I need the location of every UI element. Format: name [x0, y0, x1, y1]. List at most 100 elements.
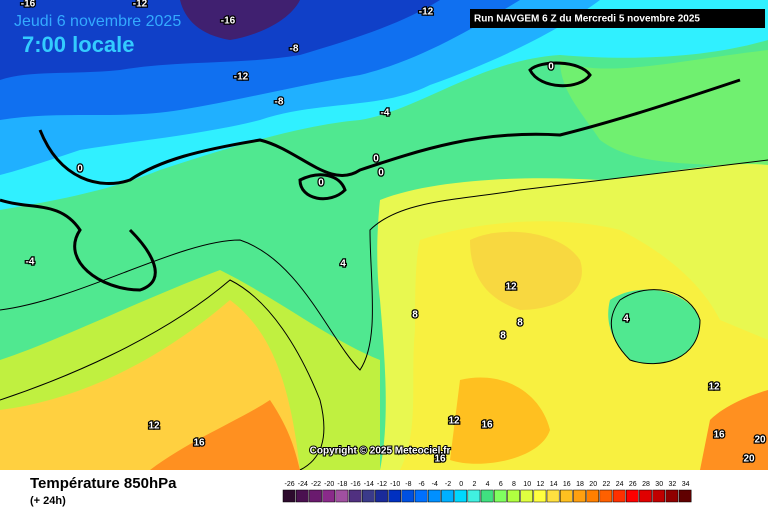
contour-label: 16: [713, 430, 725, 441]
contour-label: 8: [412, 310, 418, 321]
contour-line: [0, 159, 768, 371]
zone: [150, 400, 300, 470]
footer-title: Température 850hPa: [30, 475, 177, 492]
legend-tick: -6: [418, 481, 424, 488]
contour-label: 16: [434, 454, 446, 465]
legend-tick: -24: [298, 481, 308, 488]
legend-swatch: [441, 489, 454, 503]
legend-swatch: [335, 489, 349, 503]
zone: [0, 0, 440, 80]
contour-line: [0, 279, 325, 471]
contour-line: [298, 173, 347, 201]
legend-swatch: [652, 489, 666, 503]
legend-swatch: [467, 489, 481, 503]
contour-label: 0: [373, 154, 379, 165]
zone: [560, 50, 768, 170]
legend-swatch: [295, 489, 309, 503]
legend-swatch: [678, 489, 692, 503]
zone: [470, 231, 582, 310]
legend-swatch: [586, 489, 600, 503]
legend-swatch: [361, 489, 375, 503]
legend-tick: -22: [311, 481, 321, 488]
legend-tick: -8: [405, 481, 411, 488]
legend-tick: 0: [459, 481, 463, 488]
contour-label: 0: [318, 178, 324, 189]
contour-label: -16: [221, 16, 236, 27]
zone: [180, 0, 300, 40]
legend-tick: -2: [445, 481, 451, 488]
legend-swatch: [401, 489, 415, 503]
contour-label: 4: [623, 314, 629, 325]
contour-label: 0: [77, 164, 83, 175]
legend-swatch: [612, 489, 626, 503]
contour-label: 20: [743, 454, 755, 465]
legend-tick: 32: [669, 481, 677, 488]
legend-swatch: [599, 489, 613, 503]
legend-tick: -12: [377, 481, 387, 488]
contour-line: [610, 289, 701, 365]
legend-tick: 14: [550, 481, 558, 488]
legend-swatch: [282, 489, 296, 503]
contour-label: 4: [340, 259, 346, 270]
contour-label: 12: [505, 282, 517, 293]
legend-tick: -18: [337, 481, 347, 488]
contour-label: 16: [481, 420, 493, 431]
legend-swatch: [546, 489, 560, 503]
copyright: Copyright © 2025 Meteociel.fr: [310, 446, 451, 457]
run-box: [470, 9, 765, 28]
legend-swatch: [520, 489, 534, 503]
legend-tick: 12: [537, 481, 545, 488]
legend-tick: 28: [642, 481, 650, 488]
legend-tick: 24: [616, 481, 624, 488]
date: Jeudi 6 novembre 2025: [14, 13, 181, 30]
time: 7:00 locale: [22, 32, 135, 57]
contour-label: 8: [517, 318, 523, 329]
legend-swatch: [309, 489, 322, 503]
legend-swatch: [388, 489, 402, 503]
legend-swatch: [322, 489, 336, 503]
legend-swatch: [348, 489, 362, 503]
contour-label: 8: [500, 331, 506, 342]
legend-tick: -20: [324, 481, 334, 488]
legend-tick: 6: [499, 481, 503, 488]
legend-swatch: [493, 489, 507, 503]
contour-label: -8: [290, 44, 299, 55]
zone: [700, 390, 768, 470]
legend-tick: 34: [682, 481, 690, 488]
legend-swatch: [625, 489, 639, 503]
legend-tick: -10: [390, 481, 400, 488]
legend-swatch: [665, 489, 679, 503]
zone: [608, 289, 700, 364]
contour-label: -12: [133, 0, 148, 10]
legend-swatch: [454, 489, 468, 503]
legend-tick: 16: [563, 481, 571, 488]
contour-label: -12: [234, 72, 249, 83]
contour-label: -12: [419, 7, 434, 18]
legend-swatch: [559, 489, 573, 503]
legend-swatch: [533, 489, 547, 503]
run-info: Run NAVGEM 6 Z du Mercredi 5 novembre 20…: [474, 14, 700, 25]
legend-swatch: [573, 489, 586, 503]
contour-line: [38, 78, 741, 185]
legend-tick: 4: [486, 481, 490, 488]
footer-subtitle: (+ 24h): [30, 495, 66, 507]
legend-swatch: [427, 489, 441, 503]
contour-label: 20: [754, 435, 766, 446]
legend-tick: 2: [472, 481, 476, 488]
contour-label: -16: [21, 0, 36, 10]
contour-label: 12: [148, 421, 160, 432]
contour-line: [0, 198, 157, 292]
contour-label: -8: [275, 97, 284, 108]
legend-swatch: [507, 489, 520, 503]
contour-line: [528, 61, 592, 88]
legend-tick: -26: [285, 481, 295, 488]
legend-tick: 22: [603, 481, 611, 488]
contour-label: 0: [378, 168, 384, 179]
contour-label: 12: [708, 382, 720, 393]
legend-swatch: [414, 489, 428, 503]
legend-tick: 18: [576, 481, 584, 488]
contour-label: -4: [26, 257, 35, 268]
legend-tick: -4: [432, 481, 438, 488]
legend-tick: 8: [512, 481, 516, 488]
